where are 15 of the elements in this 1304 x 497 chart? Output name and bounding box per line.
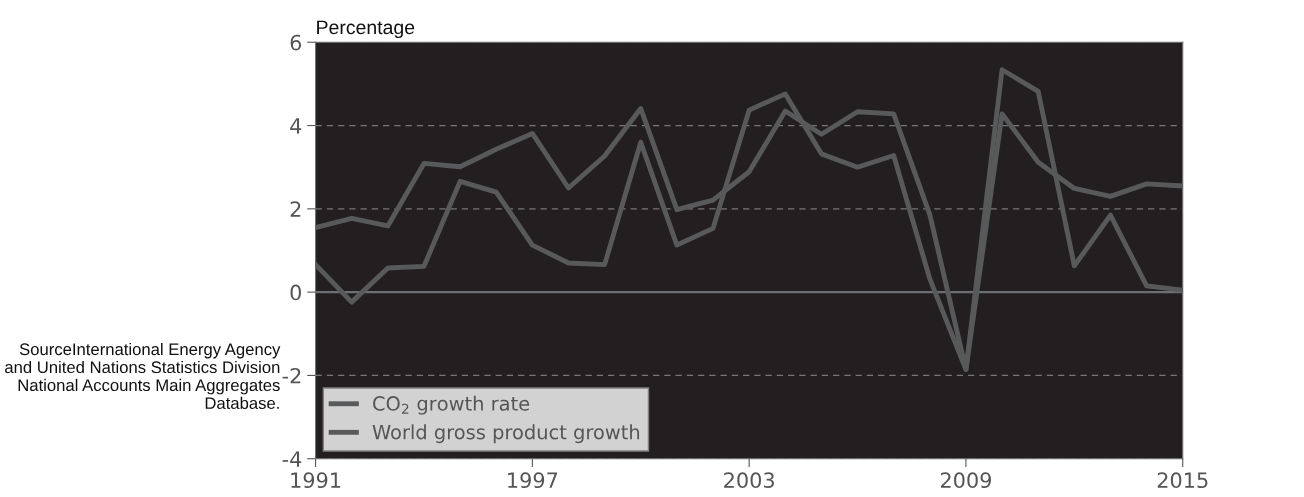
x-tick-label: 1991 — [291, 472, 341, 489]
y-tick-label: 0 — [290, 284, 301, 301]
x-tick-label: 2003 — [724, 472, 774, 489]
y-tick-label: 6 — [290, 34, 302, 51]
y-tick-label: 2 — [290, 201, 301, 217]
legend-label: CO$_{2}$ growth rate — [373, 395, 530, 415]
legend-label: World gross product growth — [372, 424, 640, 444]
y-tick-label: -2 — [282, 367, 301, 384]
x-tick-label: 2015 — [1157, 472, 1208, 489]
x-tick-label: 2009 — [940, 472, 991, 489]
y-tick-label: 4 — [290, 118, 302, 134]
x-tick-label: 1997 — [508, 472, 558, 489]
text: SourceInternational Energy Agency and United Nations Statistics Division National Accounts Main Aggregates Database. — [5, 342, 281, 410]
y-tick-label: -4 — [282, 451, 302, 467]
y-axis-title: Percentage — [317, 20, 415, 39]
